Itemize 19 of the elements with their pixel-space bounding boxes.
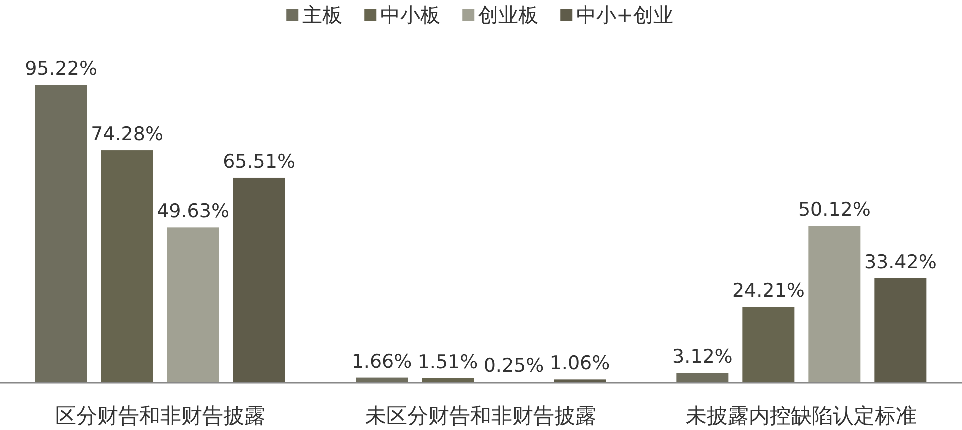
data-label: 49.63%: [157, 200, 230, 223]
legend-label: 创业板: [478, 3, 539, 27]
data-label: 0.25%: [484, 355, 544, 378]
legend-label: 主板: [302, 3, 343, 27]
data-label: 24.21%: [732, 280, 805, 302]
legend-label: 中小板: [380, 3, 441, 27]
data-label: 74.28%: [91, 124, 164, 146]
data-label: 65.51%: [223, 150, 296, 173]
legend-label: 中小+创业: [576, 3, 674, 27]
x-tick-label: 未区分财告和非财告披露: [366, 404, 596, 428]
x-tick-label: 区分财告和非财告披露: [55, 404, 266, 428]
x-tick-label: 未披露内控缺陷认定标准: [686, 404, 918, 428]
data-label: 1.06%: [550, 352, 610, 375]
data-label: 1.66%: [352, 350, 412, 373]
data-label: 95.22%: [25, 58, 98, 80]
data-label: 3.12%: [672, 346, 733, 368]
data-label: 1.51%: [418, 351, 478, 374]
data-label: 50.12%: [798, 199, 871, 222]
data-label: 33.42%: [864, 251, 937, 274]
